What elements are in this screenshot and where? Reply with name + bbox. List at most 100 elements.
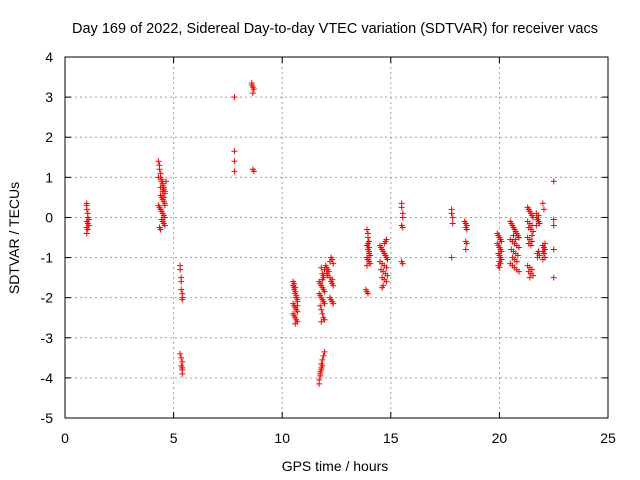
data-point (329, 256, 336, 263)
x-tick-label: 25 (600, 430, 616, 446)
data-point (250, 168, 257, 175)
y-tick-label: 3 (45, 89, 53, 105)
data-point (160, 194, 167, 201)
data-point (177, 266, 184, 273)
data-point (367, 252, 374, 259)
data-point (179, 370, 186, 377)
data-point (161, 202, 168, 209)
data-point (383, 278, 390, 285)
data-point (528, 266, 535, 273)
data-point (550, 246, 557, 253)
data-point (318, 306, 325, 313)
data-point (528, 238, 535, 245)
data-point (535, 212, 542, 219)
data-point (530, 272, 537, 279)
data-point (319, 276, 326, 283)
x-tick-label: 20 (492, 430, 508, 446)
y-tick-label: -1 (41, 250, 54, 266)
data-point (294, 302, 301, 309)
data-point (330, 282, 337, 289)
y-tick-label: -3 (41, 330, 54, 346)
data-point (550, 274, 557, 281)
data-point (536, 220, 543, 227)
data-point (399, 224, 406, 231)
data-point (363, 226, 370, 233)
data-point (550, 222, 557, 229)
data-point (319, 310, 326, 317)
axis-ticks (64, 56, 609, 419)
data-point (159, 188, 166, 195)
data-point (534, 254, 541, 261)
data-point (528, 232, 535, 239)
data-point (367, 260, 374, 267)
y-tick-label: 1 (45, 169, 53, 185)
data-point (449, 214, 456, 221)
data-point (178, 354, 185, 361)
y-axis-label: SDTVAR / TECUs (6, 182, 22, 294)
data-point (527, 242, 534, 249)
data-point (496, 264, 503, 271)
data-point (156, 166, 163, 173)
data-point (379, 284, 386, 291)
data-point (317, 302, 324, 309)
data-point (157, 226, 164, 233)
data-point (515, 268, 522, 275)
data-point (179, 358, 186, 365)
data-point (526, 274, 533, 281)
x-tick-label: 15 (383, 430, 399, 446)
data-point (498, 248, 505, 255)
data-point (463, 240, 470, 247)
data-point (162, 178, 169, 185)
data-point (463, 226, 470, 233)
data-point (179, 296, 186, 303)
data-point (321, 300, 328, 307)
y-tick-label: 2 (45, 129, 53, 145)
data-point (83, 230, 90, 237)
y-tick-label: -2 (41, 290, 54, 306)
x-axis-label: GPS time / hours (282, 458, 389, 474)
data-point (384, 256, 391, 263)
data-point (530, 228, 537, 235)
data-point (398, 204, 405, 211)
data-point (364, 230, 371, 237)
data-point (448, 254, 455, 261)
data-point (178, 286, 185, 293)
data-point (319, 362, 326, 369)
data-point (250, 86, 257, 93)
y-tick-label: -5 (41, 410, 54, 426)
data-point (448, 210, 455, 217)
data-point (318, 366, 325, 373)
data-point (231, 158, 238, 165)
data-point (539, 200, 546, 207)
data-point (83, 206, 90, 213)
data-points (83, 80, 557, 387)
data-point (293, 294, 300, 301)
data-point (318, 264, 325, 271)
data-point (515, 244, 522, 251)
data-point (321, 348, 328, 355)
data-point (383, 236, 390, 243)
data-point (319, 356, 326, 363)
data-point (317, 370, 324, 377)
data-point (161, 222, 168, 229)
y-tick-labels: -5 -4 -3 -2 -1 0 1 2 3 4 (41, 49, 54, 426)
data-point (366, 248, 373, 255)
data-point (539, 256, 546, 263)
data-point (550, 216, 557, 223)
data-point (515, 234, 522, 241)
data-point (321, 288, 328, 295)
data-point (383, 264, 390, 271)
data-point (512, 236, 519, 243)
data-point (316, 376, 323, 383)
data-point (540, 206, 547, 213)
data-point (249, 90, 256, 97)
data-point (291, 280, 298, 287)
chart-title: Day 169 of 2022, Sidereal Day-to-day VTE… (72, 21, 598, 37)
data-point (178, 278, 185, 285)
y-tick-label: 0 (45, 209, 53, 225)
data-point (161, 214, 168, 221)
data-point (364, 290, 371, 297)
x-tick-label: 5 (170, 430, 178, 446)
